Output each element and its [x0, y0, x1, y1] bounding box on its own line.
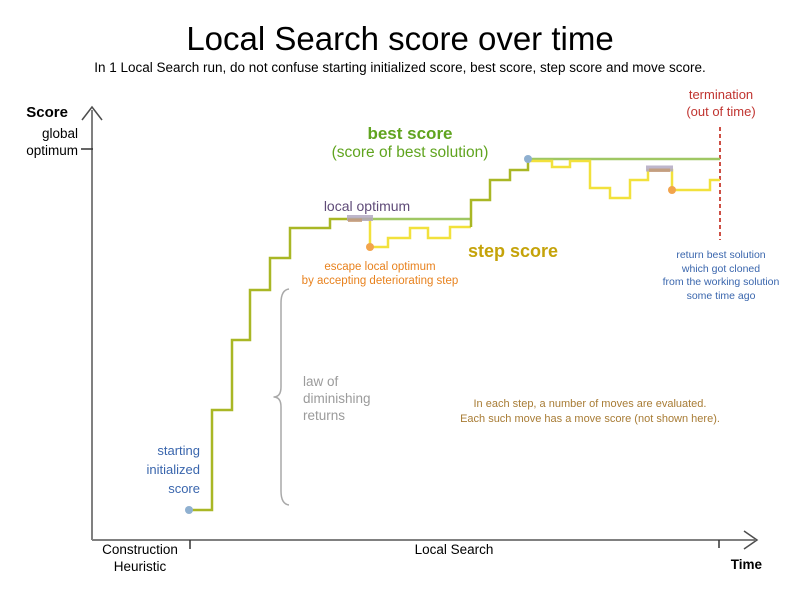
page-title: Local Search score over time: [186, 20, 614, 57]
starting-score-point: [185, 506, 193, 514]
local-optimum-label: local optimum: [323, 198, 411, 214]
local-optimum-highlight-2-tan: [649, 168, 670, 172]
best-score-peak-point: [524, 155, 532, 163]
local-optimum-highlight-1-tan: [348, 218, 362, 222]
local-optimum-highlight-1: [347, 215, 373, 221]
local-search-label: Local Search: [414, 542, 494, 557]
escape-point-2: [668, 186, 676, 194]
diminishing-returns-note: law of diminishing returns: [303, 374, 371, 423]
second-climb-line: [469, 159, 530, 227]
escape-local-optimum-note: escape local optimum by accepting deteri…: [301, 261, 459, 287]
return-best-solution-note: return best solution which got cloned fr…: [662, 249, 780, 302]
global-optimum-label: global optimum: [26, 126, 78, 158]
page-subtitle: In 1 Local Search run, do not confuse st…: [94, 60, 706, 75]
step-score-line-2: [528, 159, 720, 200]
diminishing-returns-brace: [273, 288, 290, 506]
best-score-label: best score: [367, 124, 453, 143]
x-axis-arrowhead: [743, 530, 759, 550]
construction-heuristic-label: Construction Heuristic: [102, 542, 178, 574]
starting-initialized-score-note: starting initialized score: [146, 443, 200, 496]
termination-annotation: termination (out of time): [686, 87, 756, 119]
y-axis-label: Score: [26, 104, 68, 121]
move-score-note: In each step, a number of moves are eval…: [460, 398, 720, 425]
y-axis-arrowhead: [81, 105, 103, 121]
best-score-sublabel: (score of best solution): [331, 144, 489, 161]
x-axis-label: Time: [730, 557, 762, 572]
construction-climb-line: [189, 217, 372, 512]
step-score-label: step score: [467, 241, 559, 261]
step-score-dip-1: [368, 219, 471, 249]
escape-point-1: [366, 243, 374, 251]
